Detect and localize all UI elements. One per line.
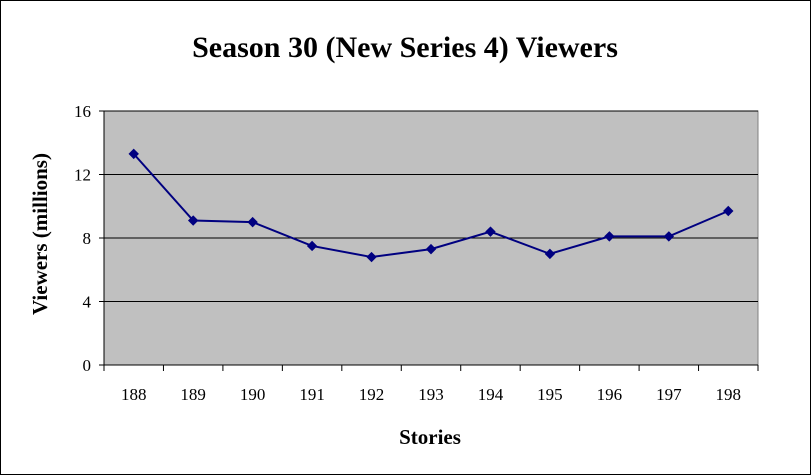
data-point-196 — [604, 231, 615, 242]
y-tick-label-12: 12 — [74, 166, 91, 185]
gridlines — [104, 110, 758, 302]
x-axis-title: Stories — [399, 425, 461, 449]
x-tick-label-192: 192 — [359, 385, 385, 404]
y-tick-label-0: 0 — [83, 356, 92, 375]
x-tick-label-190: 190 — [240, 385, 266, 404]
y-axis-ticks: 0 4 8 12 16 — [74, 102, 104, 375]
y-tick-label-16: 16 — [74, 102, 91, 121]
data-point-195 — [544, 248, 556, 260]
x-tick-label-193: 193 — [418, 385, 444, 404]
data-point-191 — [306, 240, 318, 252]
y-tick-label-8: 8 — [83, 229, 92, 248]
x-tick-label-198: 198 — [716, 385, 742, 404]
x-tick-label-196: 196 — [597, 385, 623, 404]
y-axis-title: Viewers (millions) — [28, 153, 52, 315]
x-axis-ticks: 188 189 190 191 192 193 194 195 196 197 198 — [103, 365, 759, 404]
data-point-192 — [366, 251, 377, 263]
chart-title: Season 30 (New Series 4) Viewers — [192, 31, 618, 64]
data-point-193 — [425, 243, 437, 255]
data-point-197 — [663, 231, 675, 242]
y-tick-label-4: 4 — [83, 293, 92, 312]
data-point-188 — [128, 148, 139, 160]
data-point-189 — [187, 215, 199, 226]
x-tick-label-189: 189 — [180, 385, 206, 404]
data-point-194 — [485, 226, 496, 237]
x-tick-label-197: 197 — [656, 385, 682, 404]
x-tick-label-191: 191 — [299, 385, 325, 404]
data-point-198 — [723, 205, 734, 217]
x-tick-label-188: 188 — [121, 385, 147, 404]
x-tick-label-194: 194 — [478, 385, 504, 404]
series-viewers — [128, 148, 734, 263]
x-tick-label-195: 195 — [537, 385, 563, 404]
data-point-190 — [247, 216, 258, 228]
